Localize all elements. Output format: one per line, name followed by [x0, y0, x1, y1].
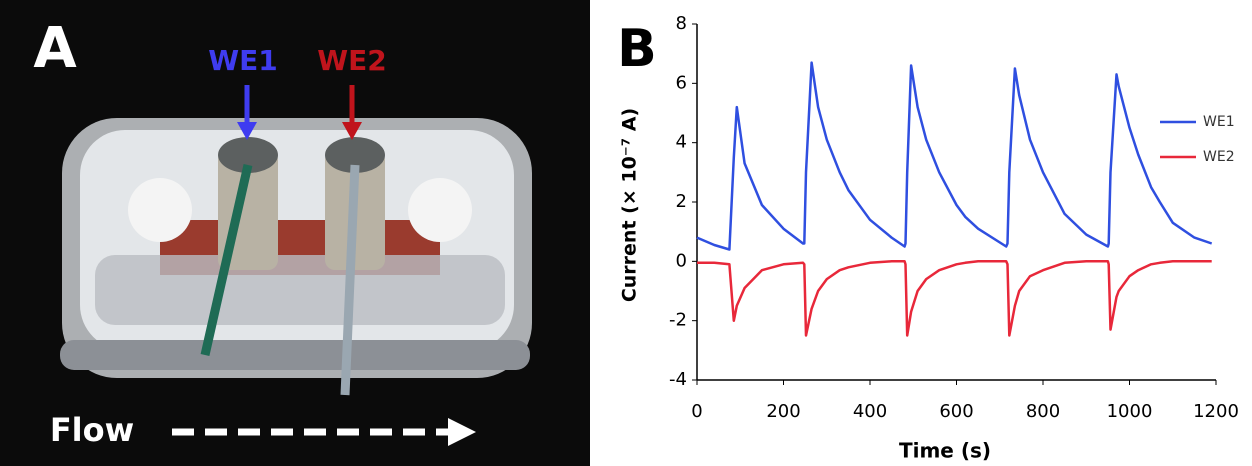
x-tick-label: 600 — [939, 401, 973, 422]
legend-label: WE2 — [1203, 149, 1235, 165]
y-tick-label: 4 — [676, 132, 687, 153]
y-tick-label: -2 — [669, 310, 687, 331]
x-tick-label: 0 — [691, 401, 702, 422]
electrode-label: WE2 — [317, 44, 387, 77]
x-tick-label: 400 — [853, 401, 887, 422]
x-tick-label: 1000 — [1107, 401, 1153, 422]
legend-label: WE1 — [1203, 114, 1235, 130]
y-axis-title: Current (× 10⁻⁷ A) — [619, 108, 641, 302]
x-tick-label: 800 — [1026, 401, 1060, 422]
x-axis-title: Time (s) — [899, 439, 991, 463]
y-tick-label: -4 — [669, 369, 687, 390]
plot: -4 -2 0 2 4 6 8 0 200 400 600 800 1000 1200 WE1 WE2 — [669, 13, 1239, 422]
y-tick-label: 2 — [676, 191, 687, 212]
x-tick-label: 200 — [766, 401, 800, 422]
y-tick-label: 8 — [676, 13, 687, 34]
panel-label: A — [33, 16, 77, 81]
x-tick-label: 1200 — [1193, 401, 1239, 422]
panel-label: B — [617, 19, 657, 79]
data-line — [696, 61, 1213, 251]
photo — [0, 0, 590, 466]
flow-label: Flow — [50, 411, 134, 449]
data-line — [697, 260, 1212, 337]
y-tick-label: 0 — [676, 250, 687, 271]
electrode-label: WE1 — [208, 44, 278, 77]
y-tick-label: 6 — [676, 72, 687, 93]
